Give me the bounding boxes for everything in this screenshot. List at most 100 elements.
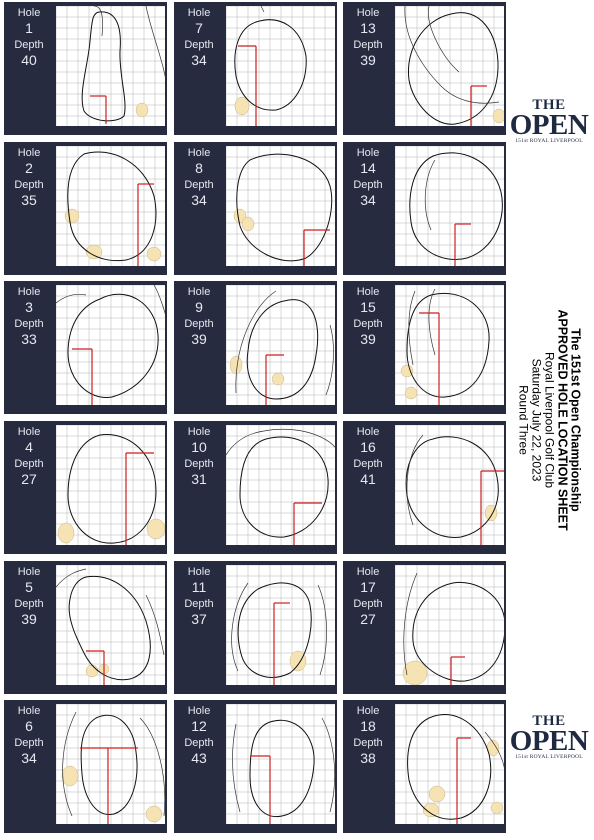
green-grid	[56, 704, 165, 824]
logo-subtitle: 151st ROYAL LIVERPOOL	[515, 138, 583, 144]
depth-label: Depth 38	[343, 737, 393, 766]
depth-label: Depth 31	[174, 458, 224, 487]
green-contour	[406, 292, 490, 398]
green-diagram	[56, 565, 165, 685]
green-surround-contour	[93, 6, 165, 78]
hole-card: Hole 5 Depth 39	[4, 561, 167, 694]
green-diagram	[395, 146, 504, 266]
green-grid	[226, 285, 335, 405]
green-grid	[395, 6, 504, 126]
green-contour	[67, 293, 159, 398]
open-logo-top: THE OPEN 151st ROYAL LIVERPOOL	[506, 98, 592, 145]
depth-label: Depth 27	[343, 598, 393, 627]
hole-label: Hole 11	[174, 566, 224, 595]
bunker	[229, 355, 243, 375]
depth-label: Depth 34	[4, 737, 54, 766]
hole-number: 9	[195, 299, 203, 315]
green-svg	[226, 565, 335, 685]
round-name: Round Three	[516, 385, 531, 455]
depth-value: 31	[191, 471, 207, 487]
green-surround-contour	[260, 6, 265, 13]
green-contour	[407, 713, 492, 820]
depth-value: 41	[360, 471, 376, 487]
bunker	[492, 108, 504, 124]
green-diagram	[395, 6, 504, 126]
green-svg	[226, 704, 335, 824]
green-contour	[67, 151, 157, 262]
depth-label: Depth 39	[4, 598, 54, 627]
hole-label: Hole 17	[343, 566, 393, 595]
logo-open-text: OPEN	[509, 109, 589, 141]
green-svg	[395, 565, 504, 685]
green-contour	[67, 434, 157, 544]
hole-number: 10	[191, 439, 207, 455]
depth-value: 34	[21, 750, 37, 766]
depth-value: 27	[360, 611, 376, 627]
bunker	[233, 208, 247, 224]
logo-the-text: THE	[532, 97, 566, 113]
depth-value: 34	[191, 192, 207, 208]
green-diagram	[226, 285, 335, 405]
green-diagram	[226, 565, 335, 685]
green-surround-contour	[235, 290, 334, 396]
round-date: Saturday July 22, 2023	[529, 358, 544, 482]
green-contour	[80, 714, 138, 815]
bunker	[484, 504, 498, 522]
bunker	[64, 208, 80, 224]
depth-label: Depth 40	[4, 39, 54, 68]
green-diagram	[56, 146, 165, 266]
depth-label: Depth 35	[4, 179, 54, 208]
hole-card: Hole 17 Depth 27	[343, 561, 506, 694]
green-contour	[407, 12, 499, 125]
depth-value: 39	[360, 331, 376, 347]
hole-number: 13	[360, 20, 376, 36]
green-svg	[226, 146, 335, 266]
green-grid	[56, 6, 165, 126]
hole-card: Hole 1 Depth 40	[4, 2, 167, 135]
bunker	[234, 96, 250, 116]
depth-value: 38	[360, 750, 376, 766]
bunker	[241, 216, 255, 232]
logo-open-text: OPEN	[509, 725, 589, 757]
depth-label: Depth 37	[174, 598, 224, 627]
green-surround-contour	[403, 572, 418, 676]
bunker	[61, 765, 79, 787]
green-grid	[56, 146, 165, 266]
green-surround-contour	[56, 285, 165, 315]
hole-label: Hole 8	[174, 147, 224, 176]
bunker	[289, 650, 307, 672]
depth-value: 34	[191, 52, 207, 68]
hole-number: 11	[191, 579, 207, 595]
hole-number: 6	[25, 718, 33, 734]
depth-label: Depth 34	[174, 39, 224, 68]
open-logo-bottom: THE OPEN 151st ROYAL LIVERPOOL	[506, 714, 592, 761]
hole-label: Hole 16	[343, 426, 393, 455]
hole-card: Hole 12 Depth 43	[174, 700, 337, 833]
green-surround-contour	[484, 731, 504, 769]
green-grid	[56, 285, 165, 405]
green-diagram	[56, 704, 165, 824]
green-diagram	[56, 425, 165, 545]
green-surround-contour	[404, 6, 500, 104]
hole-card: Hole 7 Depth 34	[174, 2, 337, 135]
depth-value: 39	[191, 331, 207, 347]
hole-card: Hole 16 Depth 41	[343, 421, 506, 554]
hole-number: 3	[25, 299, 33, 315]
green-contour	[81, 11, 126, 122]
green-surround-contour	[62, 711, 165, 817]
green-contour	[249, 719, 315, 818]
green-svg	[56, 704, 165, 824]
depth-value: 39	[21, 611, 37, 627]
depth-value: 35	[21, 192, 37, 208]
green-contour	[405, 436, 499, 538]
green-grid	[226, 704, 335, 824]
hole-card: Hole 9 Depth 39	[174, 281, 337, 414]
hole-card: Hole 4 Depth 27	[4, 421, 167, 554]
depth-label: Depth 34	[174, 179, 224, 208]
hole-label: Hole 18	[343, 705, 393, 734]
green-svg	[56, 425, 165, 545]
green-svg	[226, 425, 335, 545]
hole-card: Hole 6 Depth 34	[4, 700, 167, 833]
green-contour	[237, 582, 312, 678]
bunker	[85, 664, 99, 678]
